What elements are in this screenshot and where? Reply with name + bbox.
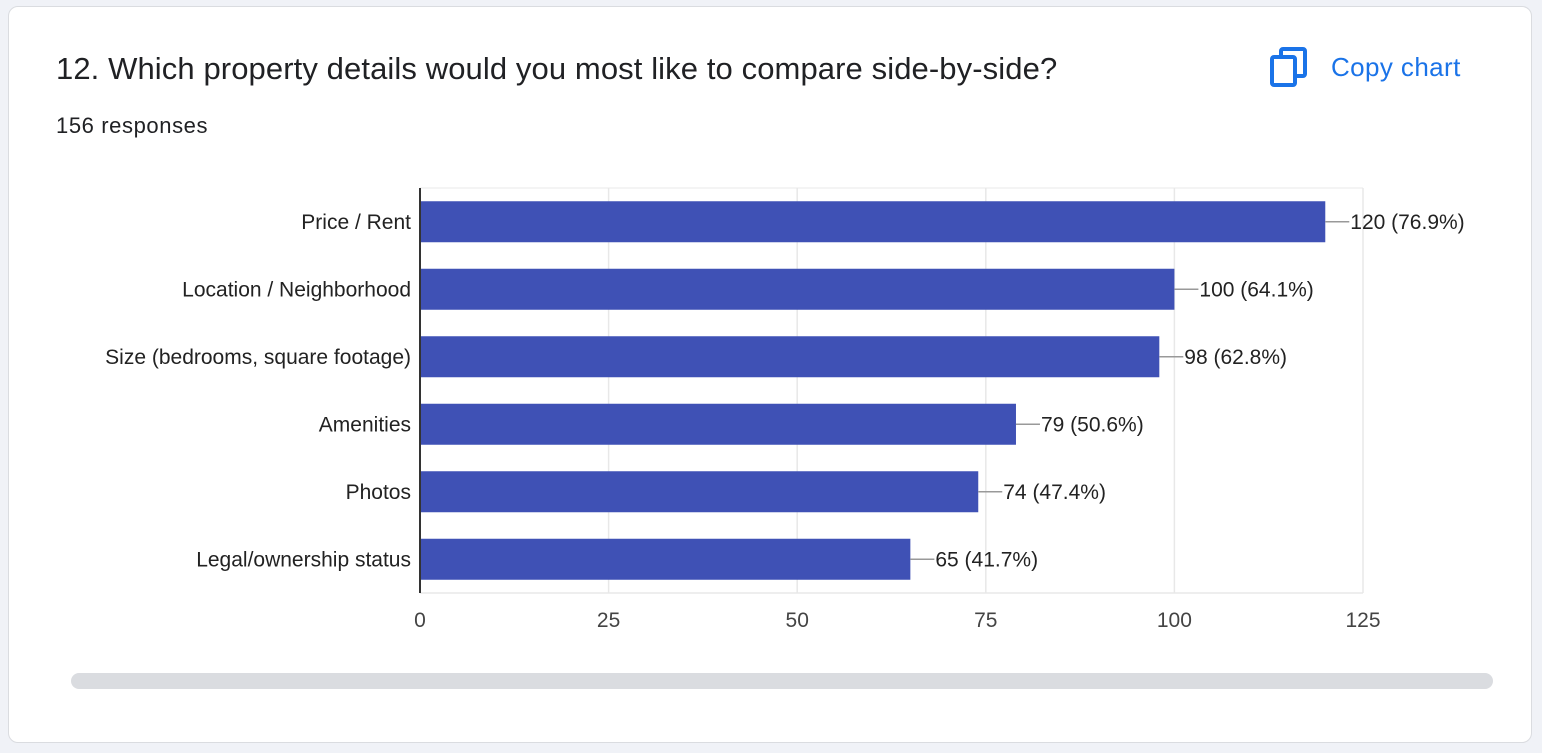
bar bbox=[420, 268, 1175, 310]
data-label: 79 (50.6%) bbox=[1041, 413, 1144, 436]
data-label: 120 (76.9%) bbox=[1350, 211, 1464, 234]
category-label: Location / Neighborhood bbox=[182, 278, 411, 301]
category-label: Price / Rent bbox=[301, 211, 411, 234]
category-label: Photos bbox=[346, 481, 411, 504]
x-tick-label: 25 bbox=[597, 609, 620, 632]
category-label: Size (bedrooms, square footage) bbox=[105, 346, 411, 369]
chart-card: 12. Which property details would you mos… bbox=[8, 6, 1532, 743]
question-title: 12. Which property details would you mos… bbox=[56, 51, 1058, 86]
category-label: Amenities bbox=[319, 413, 411, 436]
bar bbox=[420, 471, 979, 513]
bar bbox=[420, 538, 911, 580]
copy-icon bbox=[1270, 47, 1307, 87]
x-tick-label: 75 bbox=[974, 609, 997, 632]
data-label: 65 (41.7%) bbox=[935, 548, 1038, 571]
bar bbox=[420, 201, 1326, 243]
copy-chart-label: Copy chart bbox=[1331, 51, 1461, 82]
x-tick-label: 50 bbox=[786, 609, 809, 632]
copy-chart-button[interactable]: Copy chart bbox=[1259, 43, 1471, 91]
response-count: 156 responses bbox=[56, 113, 209, 138]
data-label: 98 (62.8%) bbox=[1184, 346, 1287, 369]
x-tick-label: 125 bbox=[1345, 609, 1380, 632]
bar bbox=[420, 336, 1160, 378]
data-label: 74 (47.4%) bbox=[1003, 481, 1106, 504]
x-tick-label: 100 bbox=[1157, 609, 1192, 632]
bar-chart: 0 25 50 75 100 125 Price / Rent 120 (76.9%) Loca… bbox=[105, 187, 1465, 632]
data-label: 100 (64.1%) bbox=[1199, 278, 1313, 301]
category-label: Legal/ownership status bbox=[196, 548, 411, 571]
bar bbox=[420, 403, 1016, 445]
x-tick-label: 0 bbox=[414, 609, 426, 632]
horizontal-scrollbar[interactable] bbox=[71, 673, 1493, 689]
